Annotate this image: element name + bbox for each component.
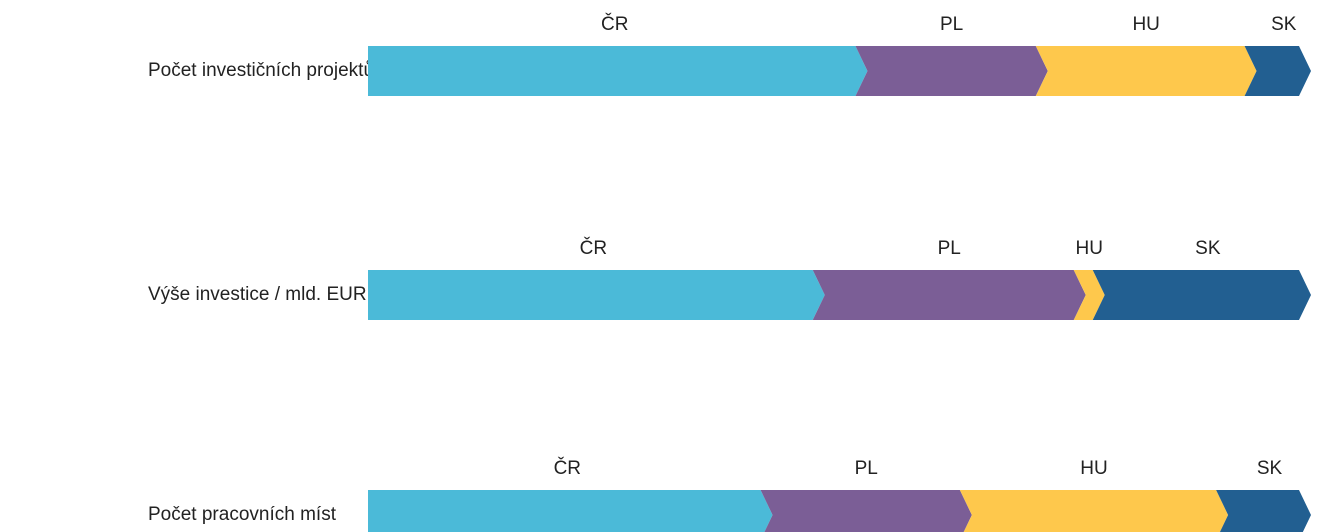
segment-label: ČR (601, 13, 628, 35)
row-label: Počet pracovních míst (148, 504, 337, 525)
segment-label: SK (1271, 14, 1297, 35)
bar-segment (368, 270, 825, 320)
segment-label: HU (1132, 14, 1159, 35)
segment-label: ČR (580, 237, 607, 259)
segment-label: PL (855, 458, 878, 479)
segment-label: HU (1080, 458, 1107, 479)
segment-label: SK (1257, 458, 1283, 479)
bar-segment (368, 46, 868, 96)
segment-label: PL (940, 14, 963, 35)
segment-label: HU (1076, 238, 1103, 259)
bar-segment (1244, 46, 1311, 96)
bar-segment (855, 46, 1048, 96)
bar-segment (1092, 270, 1311, 320)
bar-segment (760, 490, 972, 532)
bar-segment (1035, 46, 1257, 96)
segment-label: PL (938, 238, 961, 259)
segment-label: ČR (554, 457, 581, 479)
row-label: Počet investičních projektů (148, 60, 374, 81)
bar-segment (1216, 490, 1311, 532)
bar-segment (368, 490, 773, 532)
segment-label: SK (1195, 238, 1221, 259)
bar-segment (959, 490, 1229, 532)
bar-segment (1073, 270, 1105, 320)
bar-segment (812, 270, 1086, 320)
row-label: Výše investice / mld. EUR (148, 284, 367, 305)
